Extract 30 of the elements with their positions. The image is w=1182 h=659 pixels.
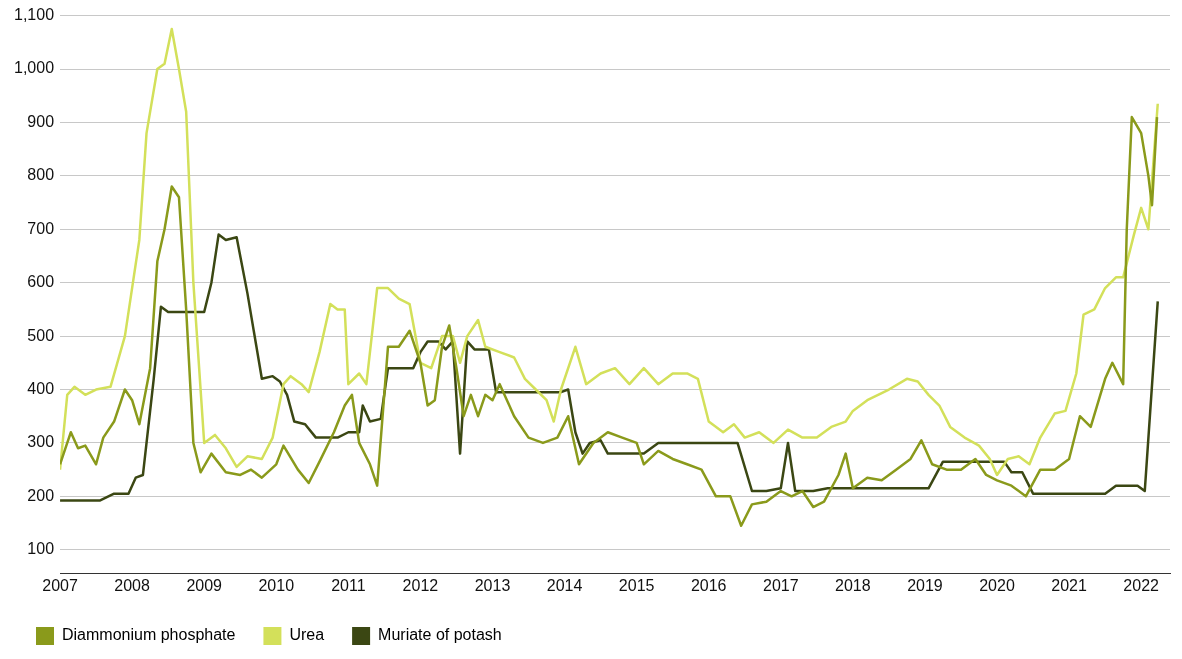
x-tick-label: 2009 [186, 576, 223, 594]
x-tick-label: 2020 [979, 576, 1015, 594]
legend-label: Urea [289, 626, 325, 644]
y-tick-label: 600 [27, 273, 55, 291]
y-tick-label: 100 [27, 540, 55, 558]
y-tick-label: 200 [27, 486, 55, 504]
y-tick-label: 1,100 [13, 6, 55, 24]
legend-label: Muriate of potash [378, 626, 502, 644]
x-tick-label: 2018 [835, 576, 871, 594]
legend-label: Diammonium phosphate [62, 626, 236, 644]
x-tick-label: 2013 [474, 576, 511, 594]
y-tick-label: 300 [27, 433, 55, 451]
x-tick-label: 2017 [763, 576, 799, 594]
x-tick-label: 2016 [690, 576, 727, 594]
y-tick-label: 700 [27, 219, 55, 237]
y-tick-label: 400 [27, 379, 55, 397]
x-tick-label: 2014 [546, 576, 583, 594]
y-tick-label: 500 [27, 326, 55, 344]
x-tick-label: 2008 [114, 576, 151, 594]
x-tick-label: 2012 [402, 576, 439, 594]
y-tick-label: 1,000 [13, 59, 55, 77]
x-tick-label: 2015 [618, 576, 655, 594]
x-tick-label: 2021 [1051, 576, 1087, 594]
x-tick-label: 2010 [258, 576, 295, 594]
x-tick-label: 2011 [331, 576, 366, 594]
x-tick-label: 2022 [1123, 576, 1160, 594]
y-tick-label: 900 [27, 112, 55, 130]
x-tick-label: 2007 [42, 576, 78, 594]
x-tick-label: 2019 [907, 576, 943, 594]
y-tick-label: 800 [27, 166, 55, 184]
